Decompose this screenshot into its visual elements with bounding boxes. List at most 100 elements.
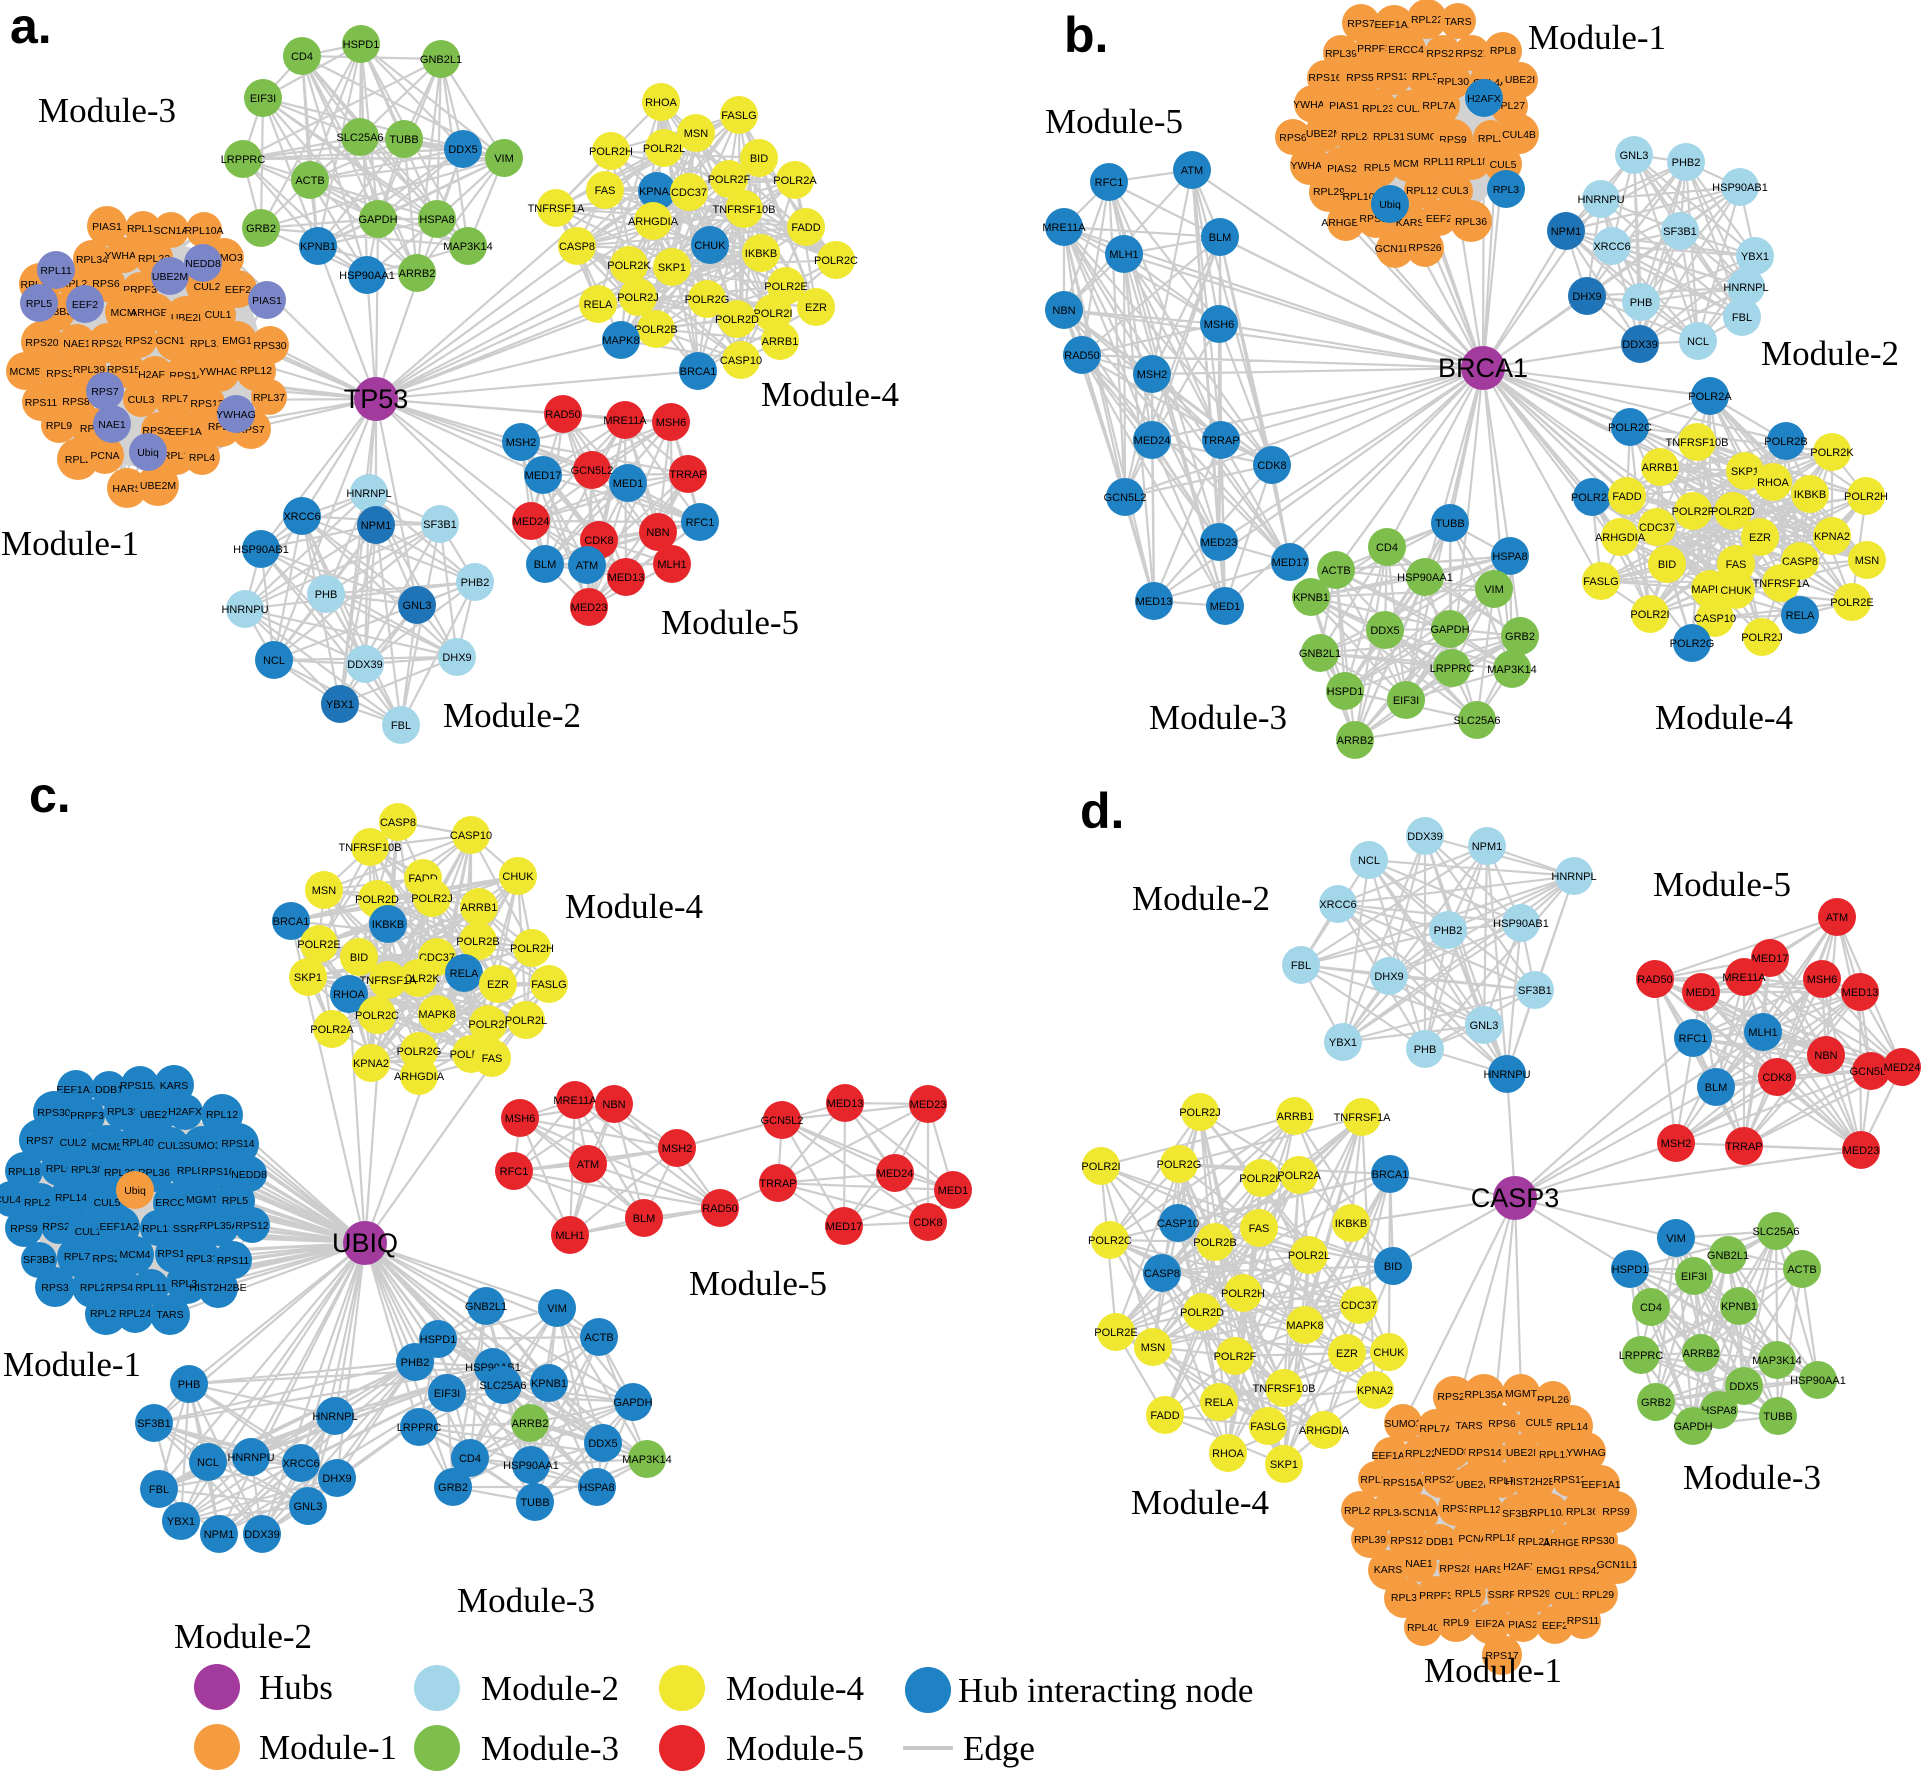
svg-text:Module-3: Module-3 [481, 1729, 619, 1768]
svg-text:CASP10: CASP10 [720, 355, 762, 367]
svg-text:HSP90AA1: HSP90AA1 [1790, 1375, 1846, 1387]
svg-text:RPL24: RPL24 [1341, 131, 1373, 143]
svg-text:MED17: MED17 [1752, 953, 1789, 965]
svg-text:XRCC6: XRCC6 [282, 1458, 319, 1470]
svg-text:EIF3I: EIF3I [434, 1388, 460, 1400]
svg-text:RPL24: RPL24 [119, 1308, 151, 1320]
svg-text:RPS25: RPS25 [1437, 1391, 1470, 1403]
svg-text:RPL14: RPL14 [55, 1192, 87, 1204]
svg-text:DDX39: DDX39 [1407, 831, 1442, 843]
svg-text:SKP1: SKP1 [1731, 466, 1759, 478]
svg-text:POLR2D: POLR2D [355, 894, 399, 906]
svg-text:MSN: MSN [1141, 1342, 1166, 1354]
svg-text:ARRB1: ARRB1 [1642, 462, 1679, 474]
svg-text:RPS12: RPS12 [1390, 1535, 1423, 1547]
svg-text:RPS30: RPS30 [37, 1107, 70, 1119]
svg-text:MED1: MED1 [1686, 987, 1717, 999]
svg-text:SF3B3: SF3B3 [23, 1254, 55, 1266]
svg-text:VIM: VIM [1484, 584, 1504, 596]
svg-text:POLR2A: POLR2A [310, 1024, 354, 1036]
svg-text:MED1: MED1 [938, 1185, 969, 1197]
svg-text:NPM1: NPM1 [1472, 841, 1503, 853]
svg-text:CASP10: CASP10 [1157, 1218, 1199, 1230]
svg-text:RPS8: RPS8 [62, 396, 90, 408]
svg-text:MSH2: MSH2 [662, 1143, 693, 1155]
svg-text:NBN: NBN [1052, 305, 1075, 317]
svg-text:BRCA1: BRCA1 [1372, 1169, 1409, 1181]
svg-text:ARHGDIA: ARHGDIA [628, 216, 679, 228]
svg-text:c.: c. [29, 767, 71, 823]
svg-text:RPS7: RPS7 [26, 1135, 54, 1147]
svg-text:GAPDH: GAPDH [1673, 1421, 1712, 1433]
svg-text:TNFRSF10B: TNFRSF10B [1253, 1383, 1316, 1395]
svg-text:RPL40: RPL40 [1407, 1622, 1439, 1634]
svg-text:DDX5: DDX5 [1370, 625, 1399, 637]
svg-text:UBE2M: UBE2M [1306, 128, 1342, 140]
svg-text:MRE11A: MRE11A [1042, 222, 1086, 234]
svg-text:MED23: MED23 [1201, 537, 1238, 549]
svg-text:MAP3K14: MAP3K14 [1487, 664, 1537, 676]
svg-text:GNB2L1: GNB2L1 [465, 1301, 507, 1313]
svg-text:CUL1: CUL1 [75, 1226, 102, 1238]
svg-text:Module-2: Module-2 [174, 1617, 312, 1656]
svg-text:CUL5: CUL5 [94, 1197, 121, 1209]
svg-text:RPL31: RPL31 [1373, 131, 1405, 143]
svg-text:RAD50: RAD50 [545, 409, 580, 421]
svg-text:POLR2J: POLR2J [1741, 632, 1783, 644]
svg-text:CD4: CD4 [1640, 1302, 1662, 1314]
svg-text:CUL1: CUL1 [1555, 1590, 1582, 1602]
svg-text:PCNA: PCNA [90, 450, 119, 462]
svg-text:MED13: MED13 [1842, 987, 1879, 999]
svg-text:YBX1: YBX1 [167, 1516, 195, 1528]
svg-text:MLH1: MLH1 [1748, 1027, 1777, 1039]
svg-text:RPS23: RPS23 [1424, 1474, 1457, 1486]
svg-text:CUL3: CUL3 [1442, 185, 1469, 197]
svg-text:POLR2I: POLR2I [468, 1019, 507, 1031]
svg-text:CDK8: CDK8 [584, 535, 613, 547]
svg-text:POLR2F: POLR2F [1672, 506, 1715, 518]
svg-text:IKBKB: IKBKB [1335, 1218, 1367, 1230]
svg-text:POLR2A: POLR2A [773, 175, 817, 187]
svg-text:RPL22: RPL22 [1405, 1448, 1437, 1460]
svg-text:DDX5: DDX5 [588, 1438, 617, 1450]
svg-text:MAPK8: MAPK8 [602, 335, 639, 347]
svg-text:POLR2L: POLR2L [643, 143, 685, 155]
svg-text:NAE1: NAE1 [98, 419, 126, 431]
svg-text:CUL3: CUL3 [128, 394, 155, 406]
svg-text:POLR2I: POLR2I [1081, 1161, 1120, 1173]
svg-text:GCN5L2: GCN5L2 [571, 465, 614, 477]
svg-text:NPM1: NPM1 [361, 520, 392, 532]
svg-text:Module-4: Module-4 [565, 887, 703, 926]
svg-text:TP53: TP53 [344, 384, 409, 414]
svg-text:RAD50: RAD50 [702, 1203, 737, 1215]
svg-text:CDC37: CDC37 [1341, 1300, 1377, 1312]
svg-text:Module-1: Module-1 [1, 524, 139, 563]
svg-text:BRCA1: BRCA1 [1438, 353, 1528, 383]
svg-text:RPL23: RPL23 [1362, 103, 1394, 115]
svg-text:ACTB: ACTB [1787, 1264, 1816, 1276]
svg-text:PHB2: PHB2 [1434, 925, 1463, 937]
svg-text:Module-1: Module-1 [259, 1728, 397, 1767]
svg-text:NEDD8: NEDD8 [185, 258, 221, 270]
svg-text:SKP1: SKP1 [294, 972, 322, 984]
svg-text:RPL7A: RPL7A [1419, 1423, 1452, 1435]
svg-text:RELA: RELA [450, 968, 479, 980]
svg-text:HIST2H2BE: HIST2H2BE [1505, 1476, 1562, 1488]
svg-text:VIM: VIM [547, 1303, 567, 1315]
svg-text:PCNA: PCNA [1458, 1533, 1487, 1545]
svg-text:NAE1: NAE1 [1405, 1558, 1433, 1570]
svg-text:ARRB1: ARRB1 [461, 902, 498, 914]
svg-text:PRPF3: PRPF3 [70, 1110, 104, 1122]
svg-text:RPS16: RPS16 [201, 1166, 234, 1178]
svg-text:ACTB: ACTB [295, 175, 324, 187]
svg-text:KPNB1: KPNB1 [531, 1378, 567, 1390]
svg-text:GNL3: GNL3 [1470, 1020, 1499, 1032]
svg-text:DHX9: DHX9 [1572, 291, 1601, 303]
svg-text:GCN1L1: GCN1L1 [1375, 243, 1416, 255]
svg-text:MED13: MED13 [1136, 596, 1173, 608]
svg-text:MGMT: MGMT [1505, 1388, 1538, 1400]
svg-text:RPS14: RPS14 [221, 1138, 254, 1150]
svg-text:HNRNPU: HNRNPU [1483, 1069, 1530, 1081]
svg-text:SSRP1: SSRP1 [1488, 1589, 1523, 1601]
svg-text:POLR2B: POLR2B [1764, 436, 1807, 448]
